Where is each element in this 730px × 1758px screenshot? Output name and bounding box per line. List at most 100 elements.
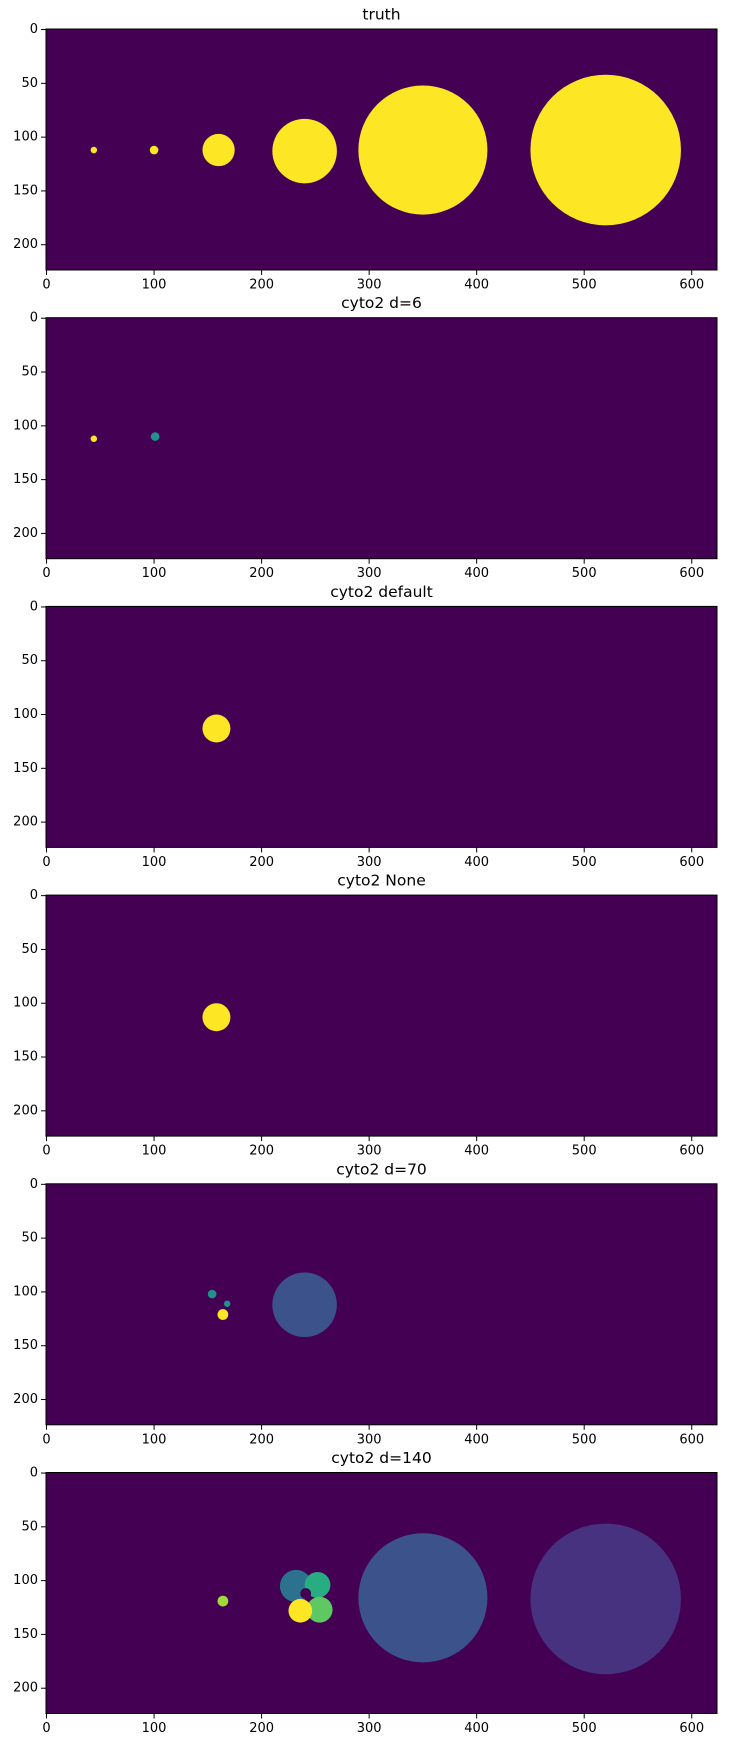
x-tick-label: 200 xyxy=(249,1144,274,1159)
y-tick-label: 0 xyxy=(30,22,38,37)
y-tick-label: 100 xyxy=(13,996,38,1011)
x-tick-label: 300 xyxy=(357,1432,382,1447)
y-tick-label: 200 xyxy=(13,1681,38,1696)
axes-frame xyxy=(45,894,718,1137)
y-tick-label: 150 xyxy=(13,1338,38,1353)
y-tick-label: 150 xyxy=(13,183,38,198)
y-tick-label: 150 xyxy=(13,1050,38,1065)
x-tick-label: 400 xyxy=(464,1721,489,1736)
x-tick-label: 0 xyxy=(42,566,50,581)
image-background xyxy=(46,317,717,559)
x-tick-label: 300 xyxy=(357,855,382,870)
shapes xyxy=(207,1272,337,1338)
label-region xyxy=(530,74,681,226)
x-tick-label: 0 xyxy=(42,278,50,293)
label-region xyxy=(202,714,231,743)
label-region xyxy=(306,1596,333,1623)
label-region xyxy=(217,1595,229,1607)
label-region xyxy=(288,1598,313,1623)
label-region xyxy=(217,1309,229,1320)
x-tick-label: 100 xyxy=(142,1432,167,1447)
label-region xyxy=(202,133,235,167)
x-tick-label: 100 xyxy=(142,1721,167,1736)
x-tick-label: 600 xyxy=(679,855,704,870)
y-tick-label: 150 xyxy=(13,472,38,487)
x-tick-label: 0 xyxy=(42,1144,50,1159)
y-tick-label: 0 xyxy=(30,1177,38,1192)
shapes xyxy=(217,1523,681,1675)
x-tick-label: 400 xyxy=(464,278,489,293)
label-region xyxy=(149,145,159,155)
label-region xyxy=(223,1300,231,1307)
y-tick-label: 100 xyxy=(13,1284,38,1299)
axes-frame xyxy=(45,1472,718,1714)
y-tick-label: 200 xyxy=(13,237,38,252)
axes-frame xyxy=(45,1183,718,1426)
x-tick-label: 0 xyxy=(42,1432,50,1447)
shapes xyxy=(90,74,681,226)
x-tick-label: 400 xyxy=(464,1432,489,1447)
shapes xyxy=(90,432,160,442)
y-tick-label: 150 xyxy=(13,1627,38,1642)
panel-title: truth xyxy=(362,6,400,24)
panel: cyto2 d=140 0 100 200 300 400 500 600 0 50 100 150 2… xyxy=(13,1449,718,1736)
x-tick-label: 600 xyxy=(679,1432,704,1447)
axes-frame xyxy=(45,605,718,848)
x-tick-label: 500 xyxy=(572,1721,597,1736)
axes-frame xyxy=(45,28,718,271)
image-background xyxy=(46,1183,717,1425)
x-tick-label: 100 xyxy=(142,566,167,581)
label-region xyxy=(358,85,488,215)
x-tick-label: 600 xyxy=(679,278,704,293)
x-tick-label: 100 xyxy=(142,855,167,870)
y-tick-label: 50 xyxy=(21,76,38,91)
x-tick-label: 600 xyxy=(679,1721,704,1736)
x-tick-label: 400 xyxy=(464,1144,489,1159)
x-tick-label: 300 xyxy=(357,278,382,293)
y-tick-label: 100 xyxy=(13,707,38,722)
y-tick-label: 150 xyxy=(13,761,38,776)
x-tick-label: 500 xyxy=(572,278,597,293)
x-tick-label: 200 xyxy=(249,855,274,870)
x-tick-label: 400 xyxy=(464,566,489,581)
y-tick-label: 200 xyxy=(13,1103,38,1118)
y-tick-label: 50 xyxy=(21,1519,38,1534)
label-region xyxy=(358,1533,488,1663)
y-tick-label: 0 xyxy=(30,599,38,614)
panel-title: cyto2 d=70 xyxy=(336,1160,427,1178)
x-tick-label: 600 xyxy=(679,566,704,581)
label-region xyxy=(150,432,160,441)
panel: cyto2 d=6 0 100 200 300 400 500 600 0 50 100 150 200 xyxy=(13,294,718,581)
y-tick-label: 50 xyxy=(21,365,38,380)
x-tick-label: 300 xyxy=(357,1144,382,1159)
x-tick-label: 100 xyxy=(142,1144,167,1159)
panel: truth 0 100 200 300 400 500 600 0 50 100 150 200 xyxy=(13,6,718,293)
label-region xyxy=(272,118,337,184)
y-tick-label: 50 xyxy=(21,653,38,668)
x-tick-label: 500 xyxy=(572,1144,597,1159)
label-region xyxy=(90,146,98,154)
label-region xyxy=(300,1588,312,1599)
label-region xyxy=(530,1523,681,1675)
x-tick-label: 200 xyxy=(249,566,274,581)
x-tick-label: 600 xyxy=(679,1144,704,1159)
x-tick-label: 200 xyxy=(249,1721,274,1736)
panel-title: cyto2 d=6 xyxy=(341,294,422,312)
x-tick-label: 200 xyxy=(249,1432,274,1447)
axes-frame xyxy=(45,317,718,560)
y-tick-label: 200 xyxy=(13,815,38,830)
x-tick-label: 500 xyxy=(572,1432,597,1447)
y-tick-label: 0 xyxy=(30,311,38,326)
y-tick-label: 100 xyxy=(13,1573,38,1588)
y-tick-label: 0 xyxy=(30,888,38,903)
panel-title: cyto2 default xyxy=(330,583,433,601)
label-region xyxy=(272,1272,337,1338)
label-region xyxy=(90,435,98,442)
panel: cyto2 None 0 100 200 300 400 500 600 0 50 100 150 20… xyxy=(13,872,718,1159)
x-tick-label: 300 xyxy=(357,566,382,581)
x-tick-label: 500 xyxy=(572,855,597,870)
label-region xyxy=(202,1003,231,1032)
panel-title: cyto2 None xyxy=(337,872,425,890)
image-background xyxy=(46,606,717,848)
